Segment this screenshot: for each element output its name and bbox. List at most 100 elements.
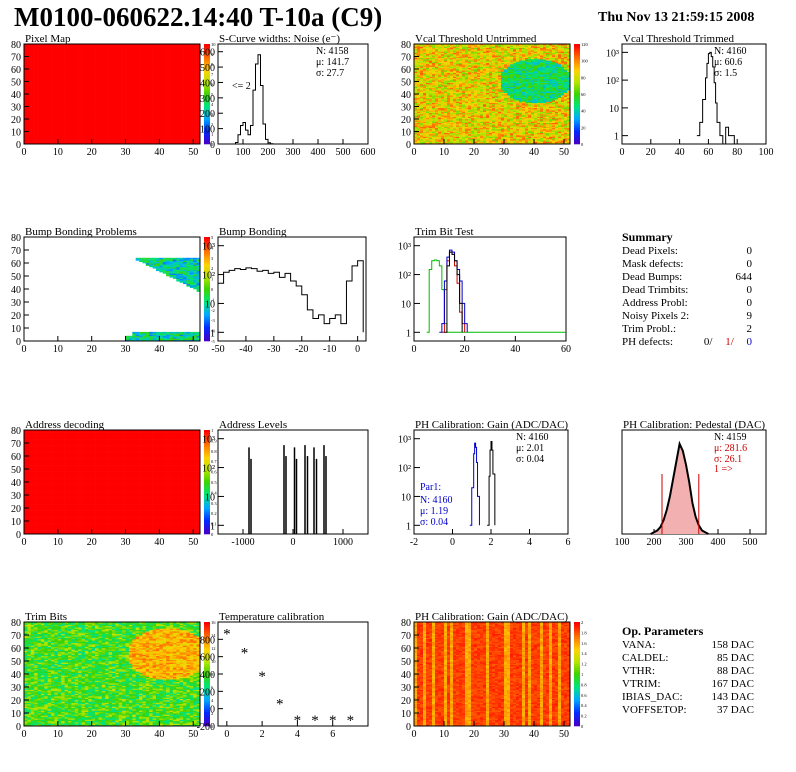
heatmap-cell bbox=[101, 72, 106, 75]
heatmap-cell bbox=[132, 134, 136, 136]
heatmap-cell bbox=[74, 80, 79, 82]
heatmap-cell bbox=[101, 97, 106, 100]
heatmap-cell bbox=[37, 86, 42, 89]
heatmap-cell bbox=[125, 111, 130, 114]
heatmap-cell bbox=[61, 72, 65, 75]
heatmap-cell bbox=[88, 126, 92, 129]
heatmap-cell bbox=[78, 85, 82, 87]
heatmap-cell bbox=[57, 110, 62, 112]
heatmap-cell bbox=[142, 129, 147, 131]
heatmap-cell bbox=[108, 97, 113, 100]
heatmap-cell bbox=[112, 57, 116, 60]
heatmap-cell bbox=[47, 106, 52, 109]
heatmap-cell bbox=[78, 70, 82, 72]
heatmap-cell bbox=[30, 90, 35, 92]
heatmap-cell bbox=[71, 141, 76, 144]
heatmap-cell bbox=[132, 87, 136, 90]
heatmap-cell bbox=[122, 136, 126, 139]
heatmap-cell bbox=[122, 45, 126, 47]
heatmap-cell bbox=[98, 105, 103, 107]
heatmap-cell bbox=[128, 50, 133, 52]
heatmap-cell bbox=[118, 61, 123, 64]
heatmap-cell bbox=[54, 95, 59, 97]
heatmap-cell bbox=[91, 109, 96, 111]
heatmap-cell bbox=[145, 109, 150, 111]
heatmap-cell bbox=[61, 75, 65, 77]
heatmap-cell bbox=[30, 87, 35, 90]
heatmap-cell bbox=[132, 114, 136, 116]
heatmap-cell bbox=[125, 134, 130, 136]
heatmap-cell bbox=[61, 132, 65, 135]
heatmap-cell bbox=[105, 102, 109, 105]
heatmap-cell bbox=[132, 75, 136, 77]
heatmap-cell bbox=[84, 74, 89, 76]
heatmap-cell bbox=[81, 54, 86, 56]
heatmap-cell bbox=[84, 140, 89, 142]
heatmap-cell bbox=[27, 81, 32, 84]
heatmap-cell bbox=[44, 110, 48, 112]
heatmap-cell bbox=[61, 66, 65, 69]
heatmap-cell bbox=[142, 55, 147, 57]
heatmap-cell bbox=[71, 115, 76, 117]
heatmap-cell bbox=[34, 140, 38, 142]
heatmap-cell bbox=[44, 76, 48, 79]
heatmap-cell bbox=[27, 79, 32, 81]
heatmap-cell bbox=[74, 121, 79, 124]
heatmap-cell bbox=[40, 121, 45, 124]
heatmap-cell bbox=[24, 64, 28, 66]
heatmap-cell bbox=[57, 120, 62, 122]
heatmap-cell bbox=[40, 56, 45, 59]
heatmap-cell bbox=[91, 77, 96, 80]
heatmap-cell bbox=[64, 100, 69, 102]
y-tick-label: 600 bbox=[200, 48, 215, 59]
heatmap-cell bbox=[40, 134, 45, 136]
heatmap-cell bbox=[88, 139, 92, 141]
heatmap-cell bbox=[27, 76, 32, 79]
heatmap-cell bbox=[74, 81, 79, 84]
heatmap-cell bbox=[54, 57, 59, 60]
heatmap-cell bbox=[125, 117, 130, 120]
heatmap-cell bbox=[30, 96, 35, 99]
heatmap-cell bbox=[125, 81, 130, 84]
heatmap-cell bbox=[47, 92, 52, 95]
heatmap-cell bbox=[71, 82, 76, 85]
heatmap-cell bbox=[142, 64, 147, 66]
heatmap-cell bbox=[51, 55, 55, 57]
heatmap-cell bbox=[135, 105, 140, 107]
heatmap-cell bbox=[118, 92, 123, 95]
heatmap-cell bbox=[115, 121, 120, 124]
heatmap-cell bbox=[135, 71, 140, 74]
heatmap-cell bbox=[37, 111, 42, 114]
heatmap-cell bbox=[91, 124, 96, 126]
heatmap-cell bbox=[98, 119, 103, 121]
heatmap-cell bbox=[128, 74, 133, 76]
heatmap-cell bbox=[27, 100, 32, 102]
heatmap-cell bbox=[84, 86, 89, 89]
heatmap-cell bbox=[78, 61, 82, 64]
heatmap-cell bbox=[112, 102, 116, 105]
heatmap-cell bbox=[51, 91, 55, 94]
heatmap-cell bbox=[101, 140, 106, 142]
heatmap-cell bbox=[51, 60, 55, 62]
heatmap-cell bbox=[112, 80, 116, 82]
heatmap-cell bbox=[128, 64, 133, 66]
heatmap-cell bbox=[91, 82, 96, 85]
heatmap-cell bbox=[71, 129, 76, 131]
heatmap-cell bbox=[88, 54, 92, 56]
heatmap-cell bbox=[81, 96, 86, 99]
heatmap-cell bbox=[132, 115, 136, 117]
timestamp: Thu Nov 13 21:59:15 2008 bbox=[598, 10, 754, 26]
heatmap-cell bbox=[132, 102, 136, 105]
heatmap-cell bbox=[51, 64, 55, 66]
heatmap-cell bbox=[47, 99, 52, 101]
heatmap-cell bbox=[88, 110, 92, 112]
heatmap-cell bbox=[37, 92, 42, 95]
heatmap-cell bbox=[34, 137, 38, 140]
heatmap-cell bbox=[30, 132, 35, 135]
heatmap-cell bbox=[88, 134, 92, 136]
heatmap-cell bbox=[112, 131, 116, 134]
heatmap-cell bbox=[142, 101, 147, 104]
heatmap-cell bbox=[108, 124, 113, 126]
heatmap-cell bbox=[135, 95, 140, 97]
heatmap-cell bbox=[68, 51, 72, 54]
